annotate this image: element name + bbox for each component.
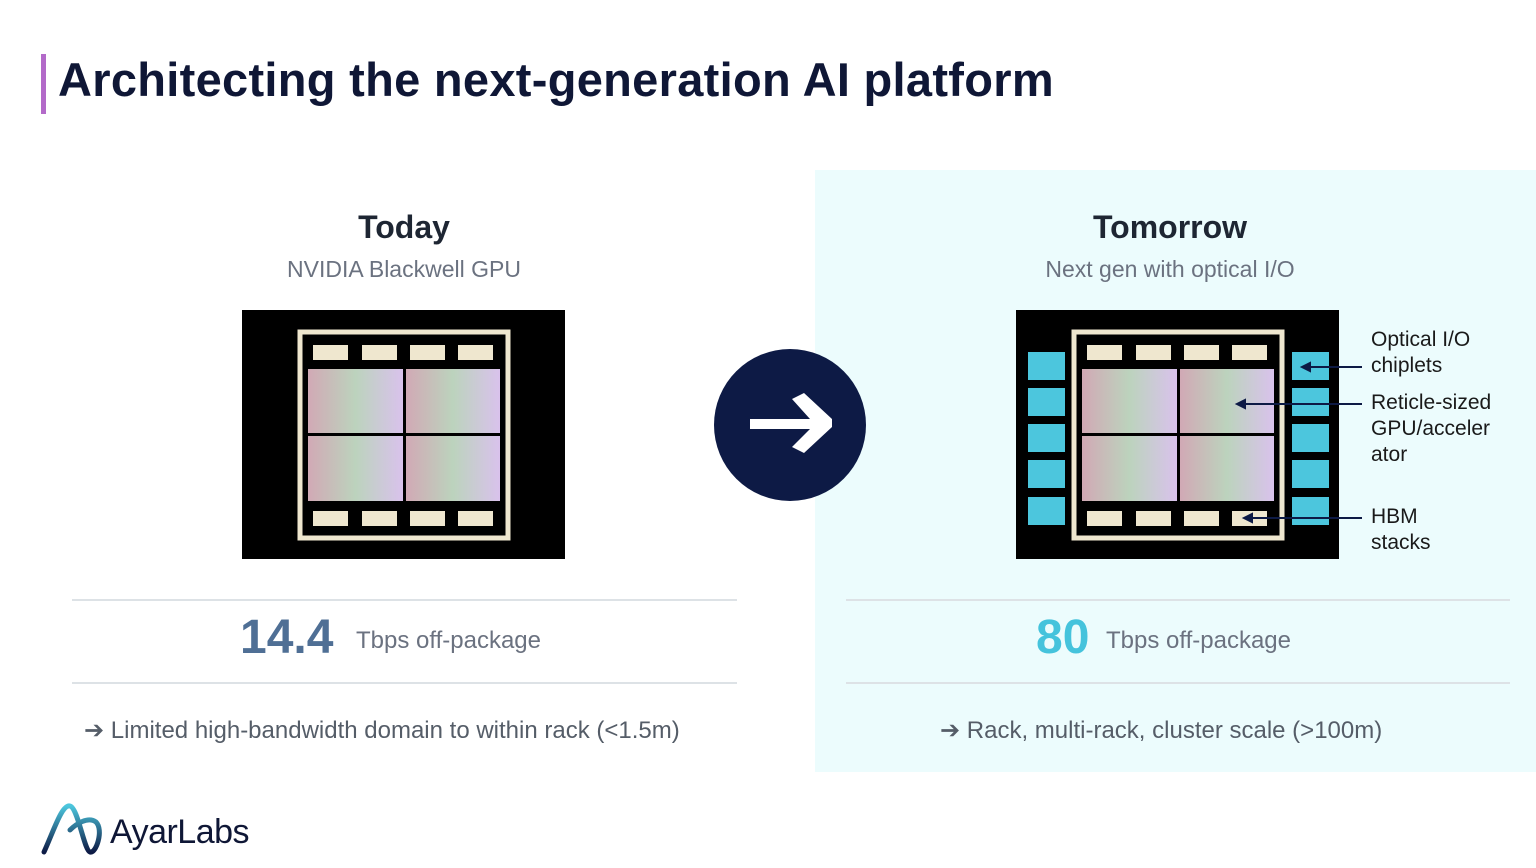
label-reticle-gpu: Reticle-sized GPU/acceler ator bbox=[1371, 391, 1492, 466]
today-note: ➔ Limited high-bandwidth domain to withi… bbox=[84, 717, 680, 744]
label-hbm-stacks: HBM stacks bbox=[1371, 505, 1431, 554]
today-bandwidth-value: 14.4 bbox=[240, 611, 334, 664]
callout-arrows bbox=[1234, 361, 1362, 524]
tomorrow-subheading: Next gen with optical I/O bbox=[1045, 256, 1295, 282]
arrow-right-icon bbox=[714, 349, 866, 501]
optical-chiplets bbox=[1028, 352, 1329, 525]
tomorrow-note: ➔ Rack, multi-rack, cluster scale (>100m… bbox=[940, 717, 1383, 744]
today-bandwidth-unit: Tbps off-package bbox=[356, 627, 542, 654]
ayarlabs-logo-icon bbox=[41, 803, 102, 855]
today-gpu-diagram bbox=[242, 310, 565, 559]
label-optical-chiplets: Optical I/O chiplets bbox=[1371, 328, 1471, 377]
divider bbox=[846, 682, 1510, 684]
divider bbox=[846, 599, 1510, 601]
ayarlabs-logo-text: AyarLabs bbox=[110, 813, 250, 851]
tomorrow-heading: Tomorrow bbox=[1092, 209, 1248, 245]
divider bbox=[72, 682, 737, 684]
today-heading: Today bbox=[358, 209, 450, 245]
title-accent-bar bbox=[41, 54, 46, 114]
today-subheading: NVIDIA Blackwell GPU bbox=[287, 256, 521, 282]
tomorrow-bandwidth-unit: Tbps off-package bbox=[1106, 627, 1292, 654]
slide-title: Architecting the next-generation AI plat… bbox=[58, 53, 1054, 106]
tomorrow-bandwidth-value: 80 bbox=[1036, 611, 1090, 664]
divider bbox=[72, 599, 737, 601]
